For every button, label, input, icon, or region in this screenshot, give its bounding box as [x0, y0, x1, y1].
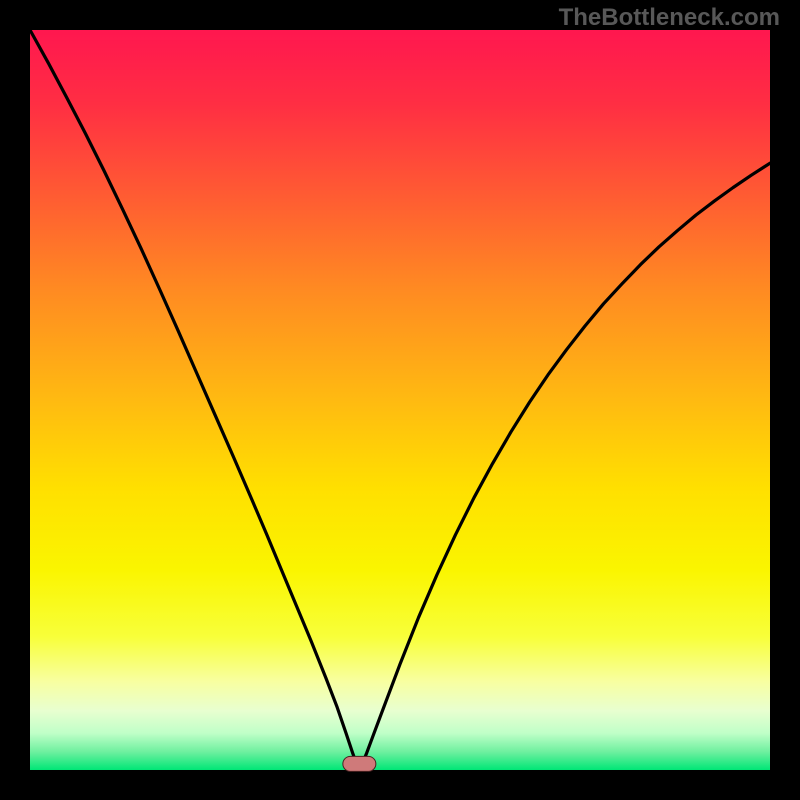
watermark-text: TheBottleneck.com [559, 4, 780, 32]
gradient-background [30, 30, 770, 770]
plot-area [30, 30, 770, 770]
optimal-point-marker [343, 756, 376, 772]
